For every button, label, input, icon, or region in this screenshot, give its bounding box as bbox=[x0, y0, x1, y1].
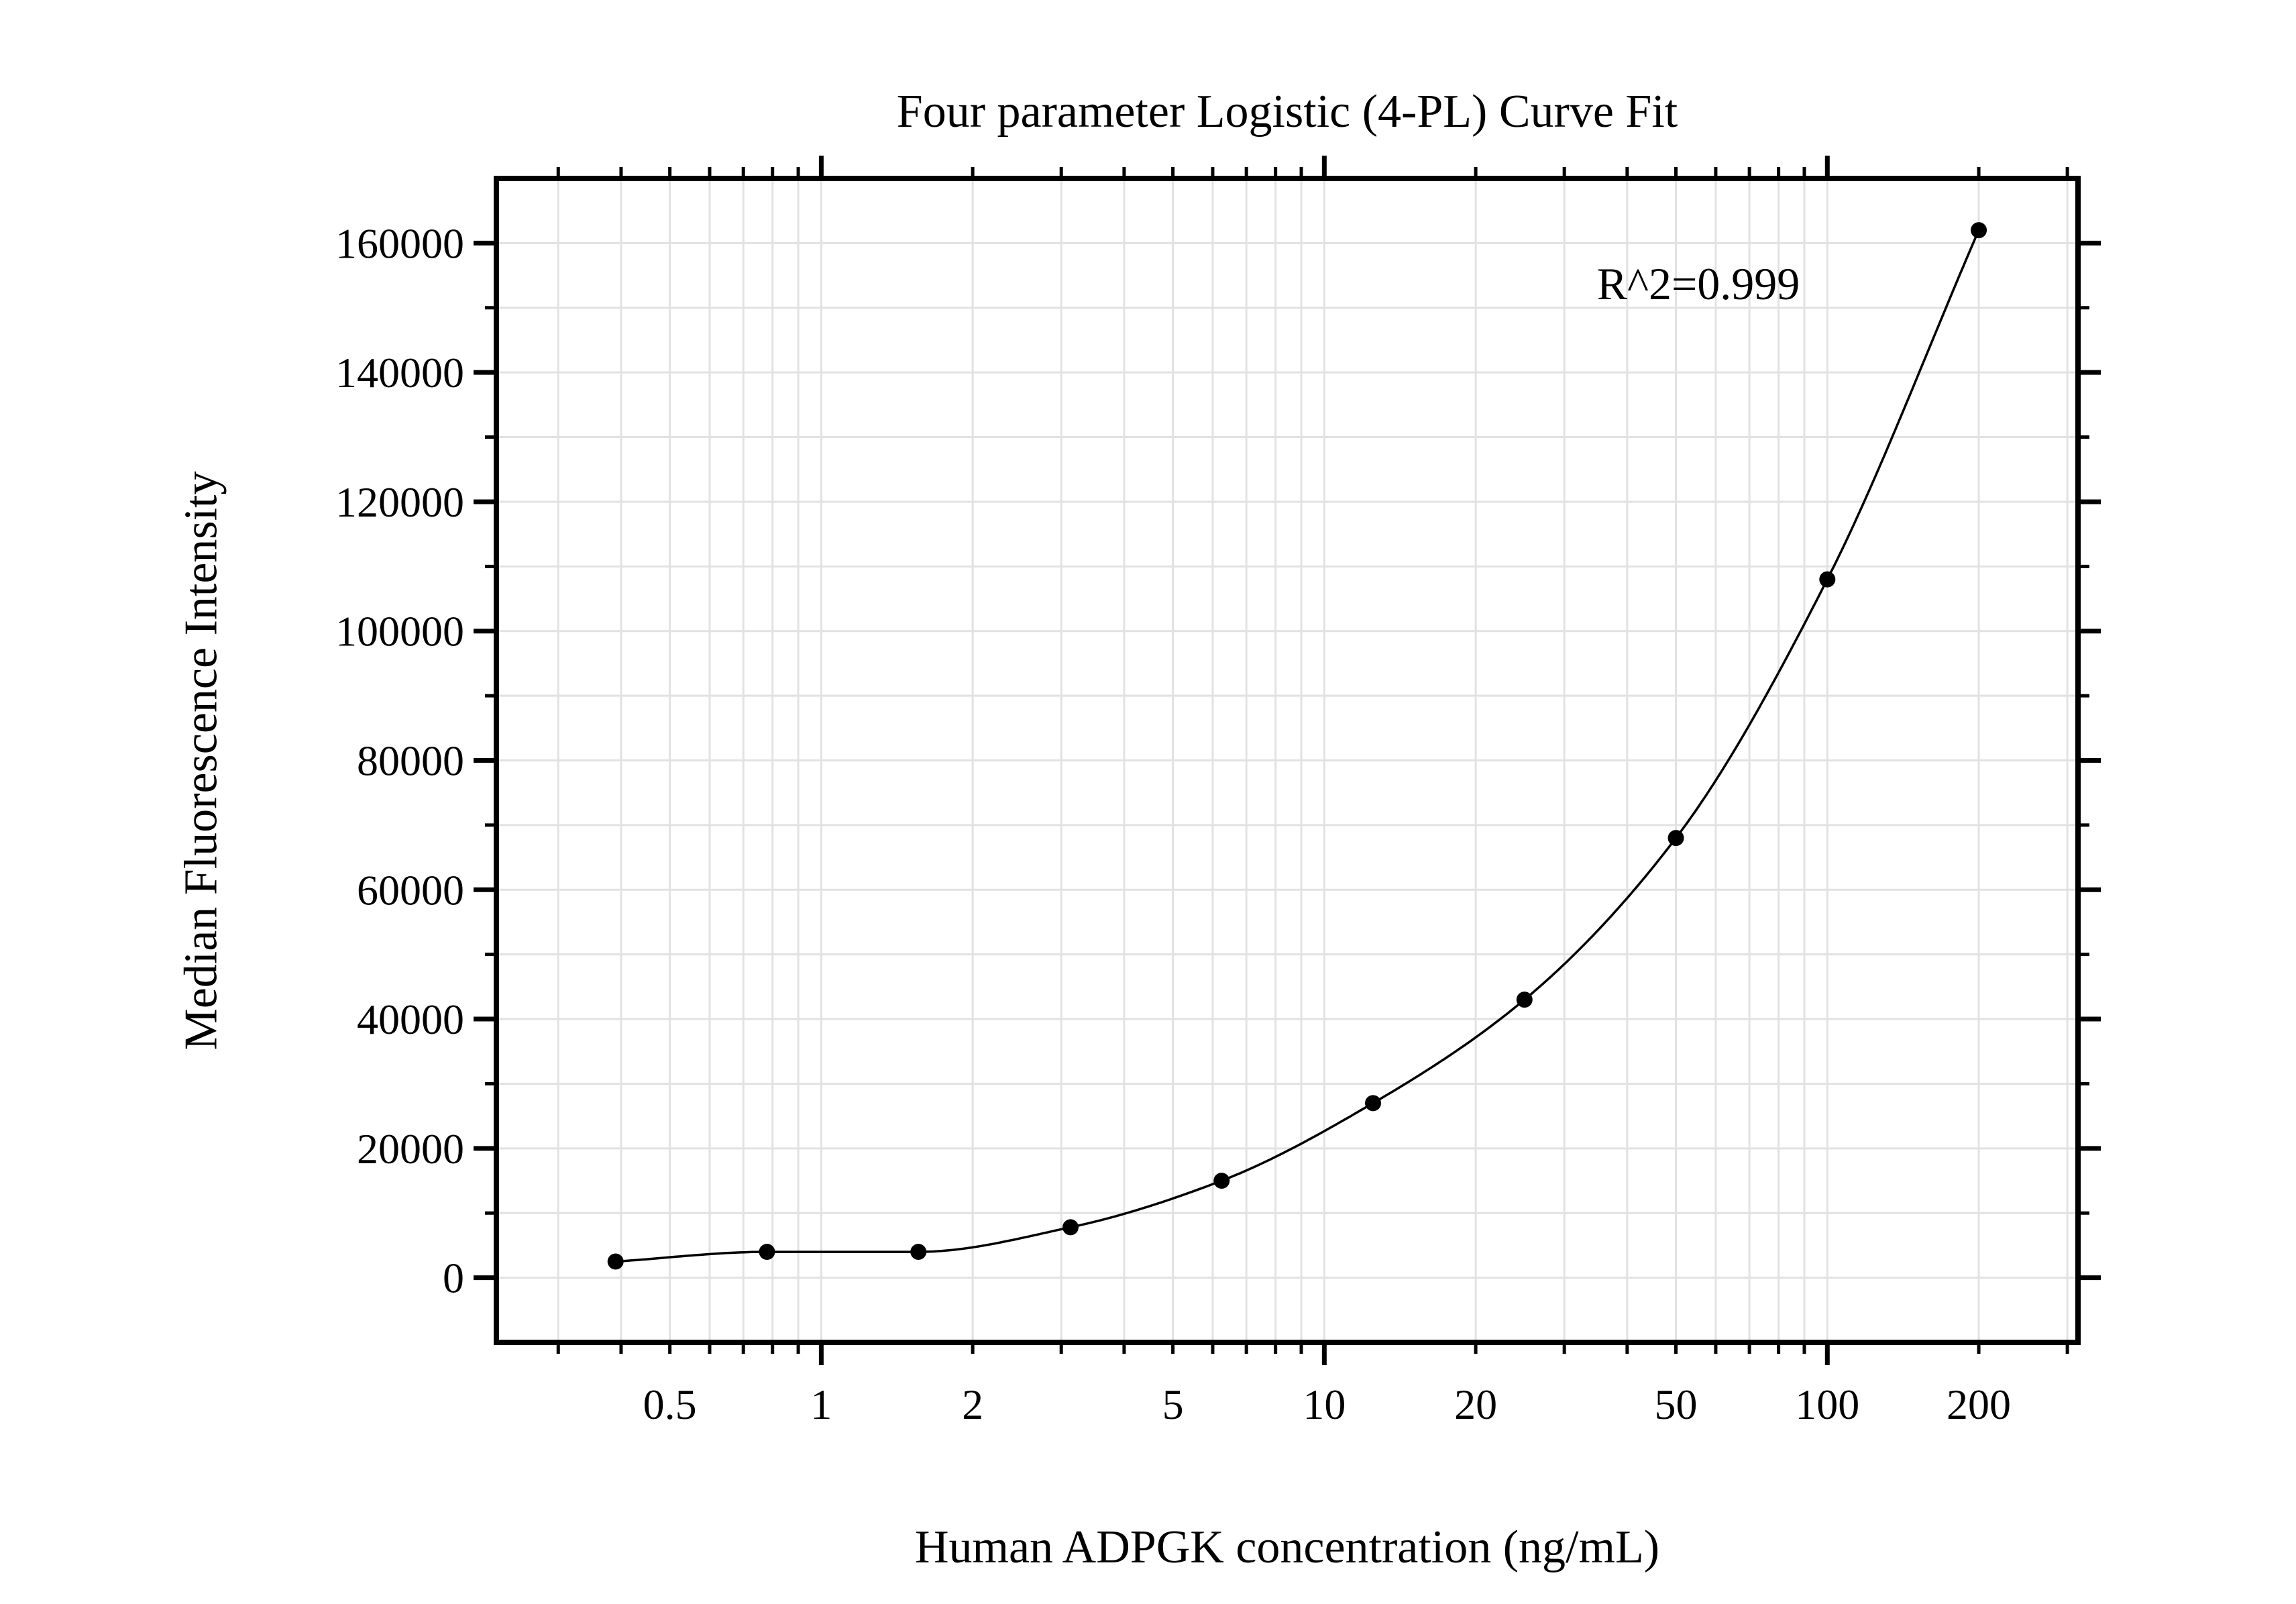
data-point bbox=[1062, 1219, 1079, 1236]
data-point bbox=[1668, 830, 1684, 847]
x-tick-label: 50 bbox=[1655, 1381, 1698, 1428]
data-point bbox=[910, 1244, 927, 1261]
data-point bbox=[1971, 222, 1987, 239]
y-axis-title: Median Fluorescence Intensity bbox=[175, 471, 227, 1051]
data-point bbox=[607, 1253, 624, 1270]
x-axis-title: Human ADPGK concentration (ng/mL) bbox=[914, 1521, 1660, 1573]
fit-curve bbox=[615, 229, 1980, 1263]
x-tick-label: 20 bbox=[1454, 1381, 1497, 1428]
y-tick-label: 120000 bbox=[335, 478, 464, 526]
y-tick-label: 40000 bbox=[357, 996, 464, 1043]
y-tick-label: 140000 bbox=[335, 349, 464, 396]
data-point bbox=[1819, 571, 1836, 588]
data-point bbox=[759, 1244, 775, 1261]
x-tick-label: 1 bbox=[810, 1381, 832, 1428]
x-tick-label: 10 bbox=[1303, 1381, 1346, 1428]
x-tick-label: 100 bbox=[1795, 1381, 1859, 1428]
x-tick-label: 200 bbox=[1947, 1381, 2011, 1428]
r-squared-annotation: R^2=0.999 bbox=[1596, 258, 1800, 309]
data-point bbox=[1516, 992, 1533, 1008]
y-tick-label: 0 bbox=[443, 1254, 464, 1302]
x-tick-label: 2 bbox=[962, 1381, 983, 1428]
data-point bbox=[1213, 1173, 1230, 1189]
chart-title: Four parameter Logistic (4-PL) Curve Fit bbox=[896, 86, 1678, 138]
x-tick-label: 5 bbox=[1162, 1381, 1184, 1428]
y-tick-label: 60000 bbox=[357, 866, 464, 914]
y-tick-label: 160000 bbox=[335, 219, 464, 267]
y-tick-label: 100000 bbox=[335, 608, 464, 655]
y-tick-label: 20000 bbox=[357, 1125, 464, 1173]
x-tick-label: 0.5 bbox=[643, 1381, 697, 1428]
data-point bbox=[1365, 1095, 1382, 1112]
y-tick-label: 80000 bbox=[357, 737, 464, 785]
